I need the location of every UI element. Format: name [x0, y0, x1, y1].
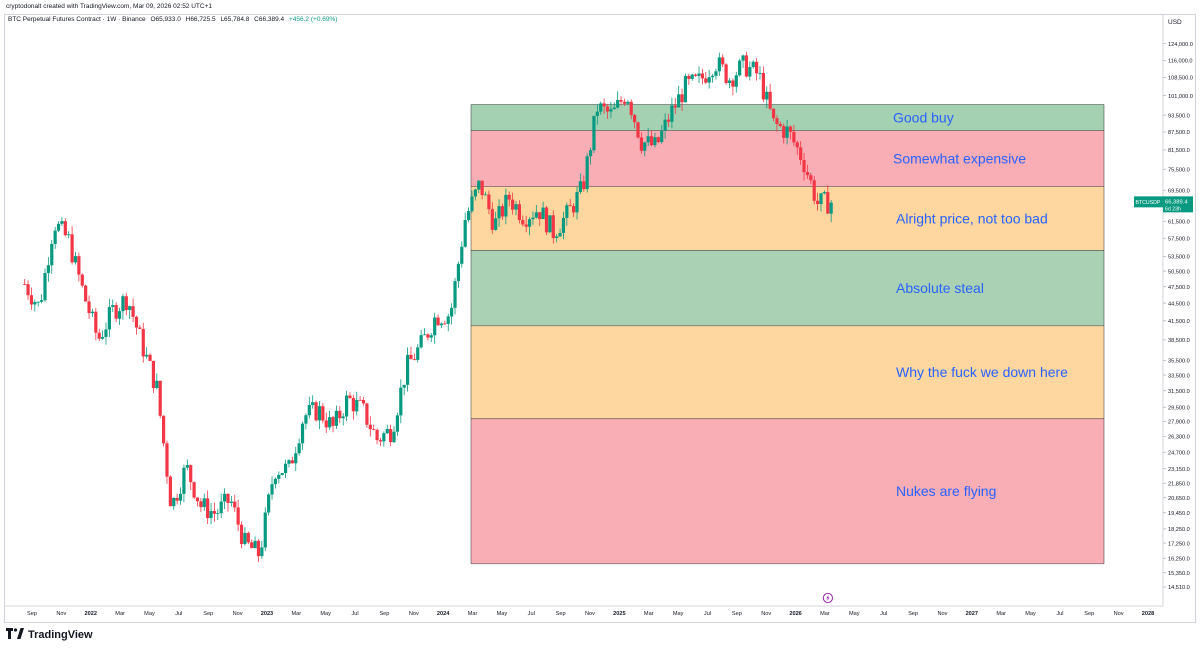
- chart-frame: [4, 14, 1196, 623]
- tradingview-logo-text: TradingView: [28, 629, 93, 641]
- chart-credit: cryptodonalt created with TradingView.co…: [6, 3, 213, 10]
- symbol-header: BTC Perpetual Futures Contract · 1W · Bi…: [8, 16, 337, 23]
- footer: [0, 623, 1200, 650]
- ohlc-low: L65,784.8: [220, 16, 250, 23]
- ohlc-change: +456.2 (+0.69%): [288, 16, 338, 23]
- tv-logo-icon: [6, 628, 24, 642]
- ohlc-close: C66,389.4: [254, 16, 285, 23]
- ohlc-open: O65,933.0: [150, 16, 181, 23]
- symbol-title[interactable]: BTC Perpetual Futures Contract · 1W · Bi…: [8, 16, 146, 23]
- tradingview-logo[interactable]: TradingView: [6, 628, 93, 642]
- top-bar: cryptodonalt created with TradingView.co…: [0, 0, 1200, 14]
- ohlc-high: H66,725.5: [185, 16, 216, 23]
